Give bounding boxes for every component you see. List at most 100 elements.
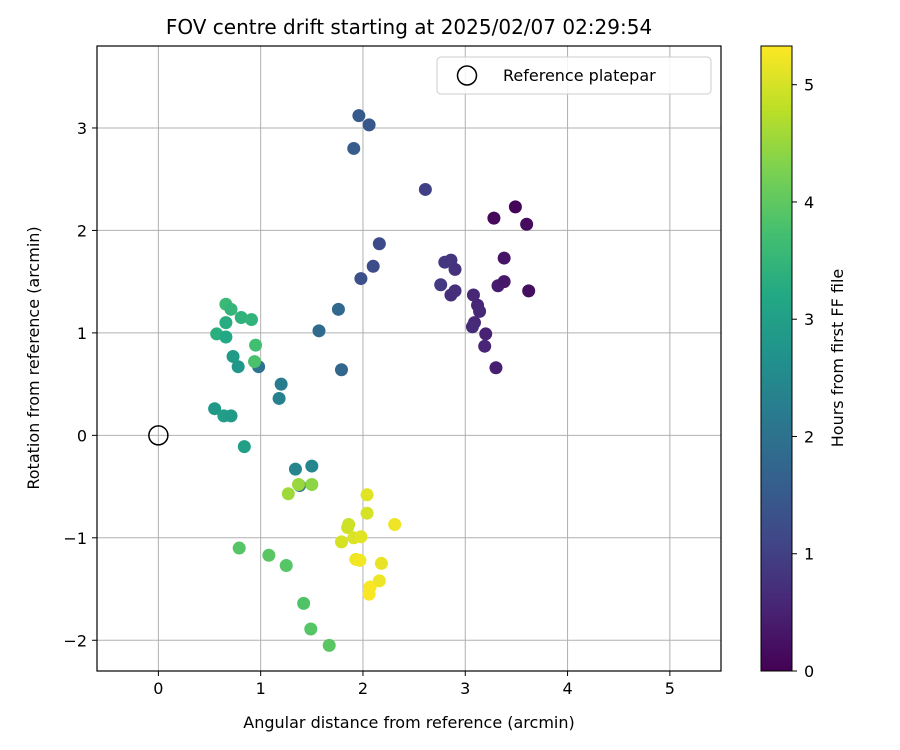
- data-point: [279, 558, 293, 572]
- plot-area: 0 1 2 3 4 5 −2 −1 0 1 2 3: [63, 45, 722, 698]
- y-tick-label: −1: [63, 529, 87, 548]
- data-point: [479, 327, 493, 341]
- data-point: [352, 109, 366, 123]
- data-point: [208, 402, 222, 416]
- data-point: [226, 349, 240, 363]
- data-point: [224, 302, 238, 316]
- data-point: [244, 313, 258, 327]
- grid: [97, 46, 721, 671]
- x-axis-label: Angular distance from reference (arcmin): [243, 713, 574, 732]
- legend-box: [436, 56, 712, 95]
- data-point: [366, 259, 380, 273]
- colorbar-tick-label: 2: [804, 427, 814, 446]
- y-tick-label: 0: [77, 426, 87, 445]
- data-point: [520, 217, 534, 231]
- plot-frame: [96, 45, 722, 672]
- data-point: [334, 363, 348, 377]
- y-tick-label: 3: [77, 119, 87, 138]
- legend: Reference platepar: [436, 56, 712, 95]
- data-point: [231, 360, 245, 374]
- data-point: [322, 638, 336, 652]
- data-point: [248, 355, 262, 369]
- data-point: [288, 462, 302, 476]
- data-point: [304, 622, 318, 636]
- x-tick-label: 3: [460, 679, 470, 698]
- data-point: [508, 200, 522, 214]
- data-point: [388, 517, 402, 531]
- data-point: [372, 574, 386, 588]
- legend-entry-reference: Reference platepar: [503, 66, 656, 85]
- data-point: [360, 488, 374, 502]
- colorbar-label: Hours from first FF file: [828, 269, 847, 448]
- data-point: [347, 141, 361, 155]
- data-point: [249, 338, 263, 352]
- reference-platepar-marker: [148, 425, 169, 446]
- data-point: [466, 288, 480, 302]
- data-point: [473, 304, 487, 318]
- data-point: [305, 459, 319, 473]
- data-point: [465, 320, 479, 334]
- data-point: [234, 311, 248, 325]
- legend-reference-marker: [456, 65, 478, 86]
- data-point: [434, 278, 448, 292]
- data-point: [305, 478, 319, 492]
- x-axis-ticks: 0 1 2 3 4 5: [153, 671, 675, 698]
- y-axis-ticks: −2 −1 0 1 2 3: [63, 119, 97, 650]
- colorbar-tick-label: 5: [804, 76, 814, 95]
- colorbar-gradient: [760, 45, 793, 672]
- data-point: [489, 361, 503, 375]
- data-point: [292, 478, 306, 492]
- y-tick-label: 1: [77, 324, 87, 343]
- data-point: [237, 440, 251, 454]
- colorbar-tick-label: 4: [804, 193, 814, 212]
- data-point: [354, 530, 368, 544]
- x-tick-label: 4: [562, 679, 572, 698]
- colorbar: 0 1 2 3 4 5 Hours from first FF file: [760, 45, 847, 681]
- data-point: [418, 182, 432, 196]
- data-point: [522, 284, 536, 298]
- data-point: [354, 272, 368, 286]
- data-point: [274, 377, 288, 391]
- data-point: [448, 262, 462, 276]
- data-point: [438, 255, 452, 269]
- data-point: [334, 535, 348, 549]
- x-tick-label: 5: [665, 679, 675, 698]
- data-point: [281, 487, 295, 501]
- y-tick-label: 2: [77, 221, 87, 240]
- data-point: [497, 251, 511, 265]
- plot-background: [97, 46, 721, 671]
- colorbar-tick-label: 0: [804, 662, 814, 681]
- data-point: [262, 548, 276, 562]
- data-point: [224, 409, 238, 423]
- data-point: [297, 596, 311, 610]
- data-point: [374, 556, 388, 570]
- data-point: [362, 118, 376, 132]
- data-point: [331, 302, 345, 316]
- colorbar-ticks: 0 1 2 3 4 5: [792, 76, 814, 681]
- y-axis-label: Rotation from reference (arcmin): [24, 226, 43, 489]
- reference-marker-group: [148, 425, 169, 446]
- data-point: [497, 275, 511, 289]
- data-point: [312, 324, 326, 338]
- x-tick-label: 2: [358, 679, 368, 698]
- y-tick-label: −2: [63, 631, 87, 650]
- data-point: [448, 284, 462, 298]
- colorbar-tick-label: 3: [804, 310, 814, 329]
- chart-title: FOV centre drift starting at 2025/02/07 …: [166, 15, 652, 39]
- x-tick-label: 1: [256, 679, 266, 698]
- data-point: [272, 391, 286, 405]
- x-tick-label: 0: [153, 679, 163, 698]
- data-point: [360, 506, 374, 520]
- data-point: [478, 339, 492, 353]
- data-point: [487, 211, 501, 225]
- data-point: [372, 237, 386, 251]
- data-point: [232, 541, 246, 555]
- data-point: [219, 316, 233, 330]
- colorbar-tick-label: 1: [804, 545, 814, 564]
- data-point: [353, 553, 367, 567]
- data-point: [341, 521, 355, 535]
- data-points: [208, 109, 536, 652]
- data-point: [219, 330, 233, 344]
- data-point: [362, 587, 376, 601]
